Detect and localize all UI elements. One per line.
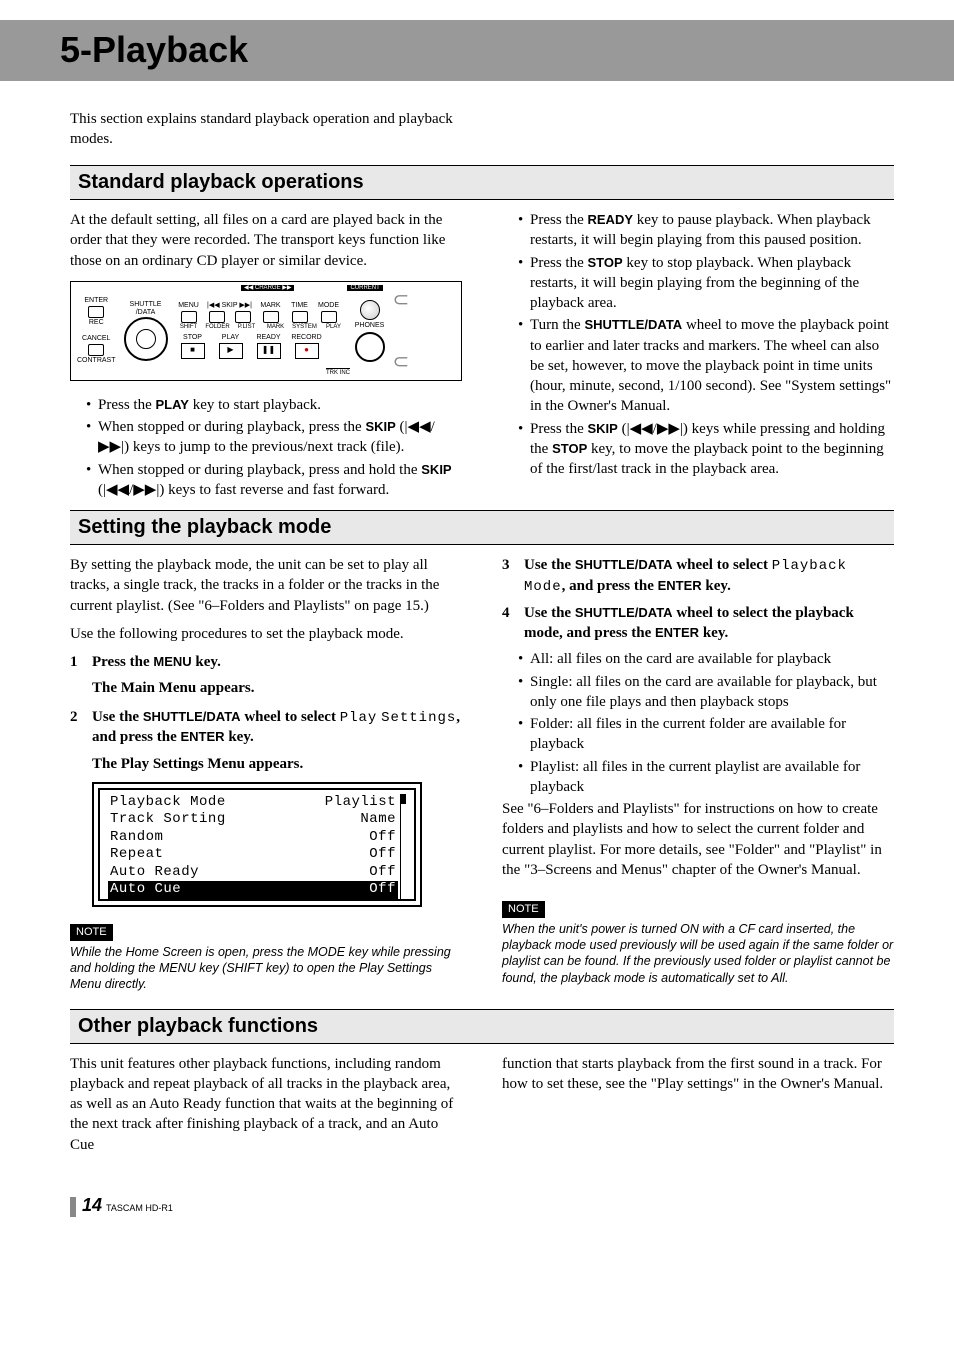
section3-right: function that starts playback from the f… bbox=[502, 1054, 894, 1095]
menu-row: Auto ReadyOff bbox=[108, 864, 398, 882]
note-label: NOTE bbox=[70, 924, 113, 941]
section-title: Standard playback operations bbox=[78, 169, 886, 196]
section-header-mode: Setting the playback mode bbox=[70, 510, 894, 545]
page-number: 14 bbox=[82, 1193, 102, 1217]
device-panel-figure: ◀◀ CHARGE ▶▶ CURRENT ENTER REC CANCEL CO… bbox=[70, 281, 462, 381]
menu-row: Playback ModePlaylist bbox=[108, 794, 398, 812]
menu-row: RepeatOff bbox=[108, 846, 398, 864]
steps-right: 3Use the SHUTTLE/DATA wheel to select Pl… bbox=[502, 555, 894, 643]
shuttle-wheel-icon bbox=[124, 317, 168, 361]
section2-lead2: Use the following procedures to set the … bbox=[70, 624, 462, 644]
note-right: When the unit's power is turned ON with … bbox=[502, 921, 894, 986]
playback-modes-list: All: all files on the card are available… bbox=[502, 649, 894, 797]
section-header-other: Other playback functions bbox=[70, 1009, 894, 1044]
section-header-standard: Standard playback operations bbox=[70, 165, 894, 200]
section-title: Setting the playback mode bbox=[78, 514, 886, 541]
section3-left: This unit features other playback functi… bbox=[70, 1054, 462, 1155]
menu-row: Track SortingName bbox=[108, 811, 398, 829]
model-name: TASCAM HD-R1 bbox=[106, 1202, 173, 1214]
chapter-title: 5-Playback bbox=[60, 26, 954, 75]
section1-left-bullets: Press the PLAY key to start playback. Wh… bbox=[70, 395, 462, 500]
section1-lead: At the default setting, all files on a c… bbox=[70, 210, 462, 271]
phones-knob-icon bbox=[360, 300, 380, 320]
intro-paragraph: This section explains standard playback … bbox=[70, 109, 470, 150]
section1-right-bullets: Press the READY key to pause playback. W… bbox=[502, 210, 894, 479]
menu-row: RandomOff bbox=[108, 829, 398, 847]
skip-icons: |◀◀/▶▶| bbox=[627, 421, 683, 437]
page-footer: 14 TASCAM HD-R1 bbox=[70, 1193, 894, 1217]
enter-button-icon bbox=[88, 306, 104, 318]
chapter-header: 5-Playback bbox=[0, 20, 954, 81]
note-label: NOTE bbox=[502, 901, 545, 918]
jog-wheel-icon bbox=[355, 332, 385, 362]
steps-left: 1Press the MENU key. bbox=[70, 652, 462, 672]
menu-row: Auto CueOff bbox=[108, 881, 398, 899]
section2-lead: By setting the playback mode, the unit c… bbox=[70, 555, 462, 616]
note-left: While the Home Screen is open, press the… bbox=[70, 944, 462, 993]
section-title: Other playback functions bbox=[78, 1013, 886, 1040]
cancel-button-icon bbox=[88, 344, 104, 356]
play-settings-menu-figure: Playback ModePlaylistTrack SortingNameRa… bbox=[92, 782, 422, 907]
skip-icons: |◀◀/▶▶| bbox=[103, 482, 159, 498]
section2-tail: See "6–Folders and Playlists" for instru… bbox=[502, 799, 894, 880]
